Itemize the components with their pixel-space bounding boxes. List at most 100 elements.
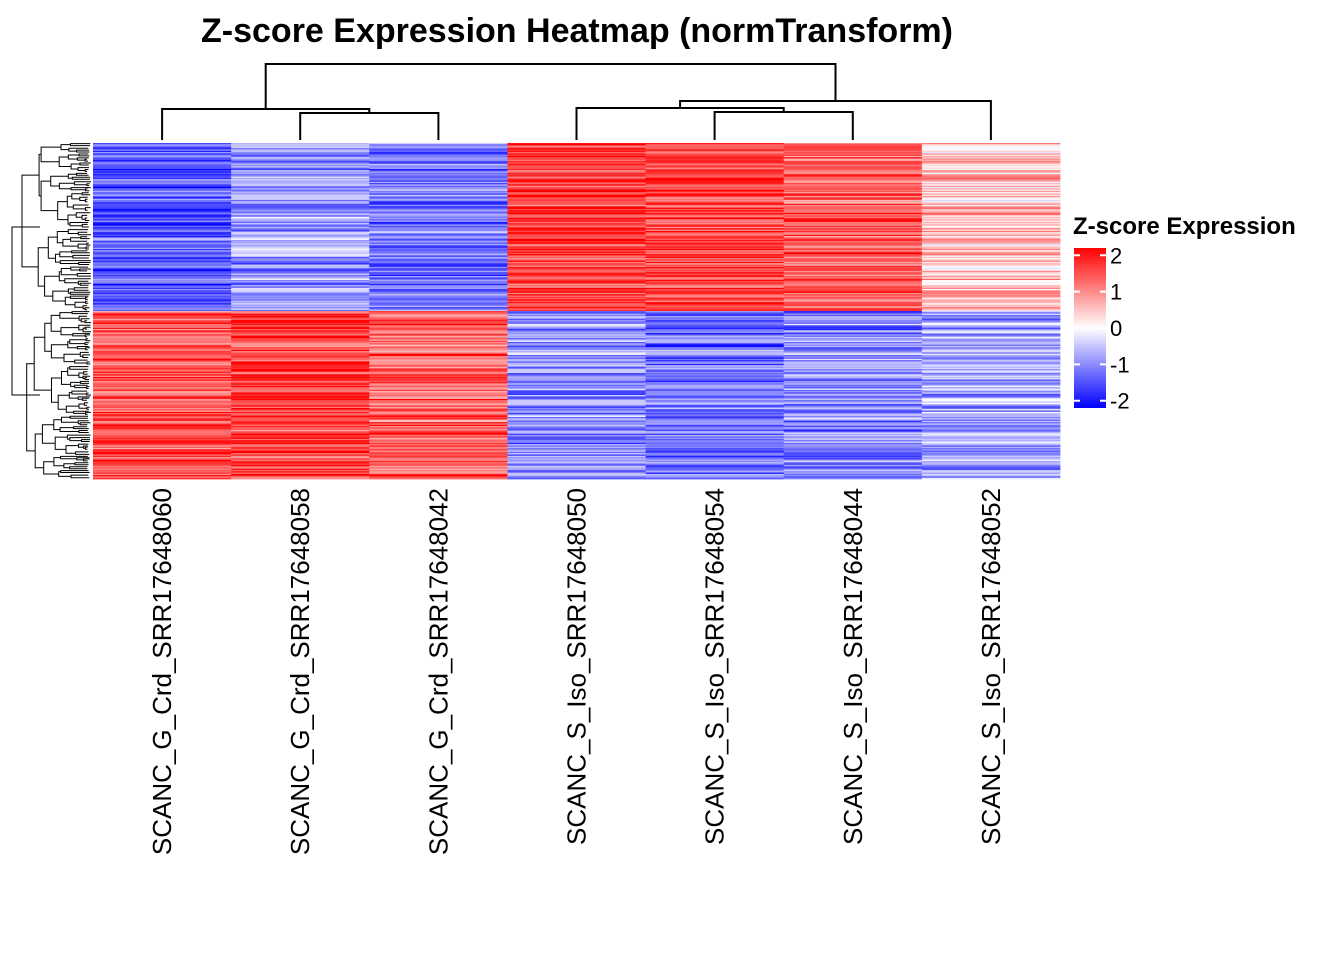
- heatmap-cell: [369, 423, 508, 426]
- heatmap-cell: [93, 367, 232, 370]
- heatmap-cell: [93, 360, 232, 362]
- heatmap-cell: [369, 330, 508, 333]
- heatmap-cell: [645, 451, 785, 454]
- heatmap-cell: [231, 419, 370, 422]
- heatmap-cell: [645, 168, 785, 171]
- heatmap-cell: [507, 216, 646, 219]
- heatmap-cell: [645, 229, 785, 232]
- heatmap-cell: [921, 233, 1061, 236]
- heatmap-cell: [93, 291, 232, 294]
- heatmap-cell: [93, 167, 232, 170]
- heatmap-cell: [231, 278, 370, 281]
- heatmap-cell: [645, 402, 785, 405]
- row-dendrogram-branch: [70, 474, 90, 479]
- heatmap-cell: [231, 347, 370, 349]
- heatmap-cell: [645, 389, 785, 392]
- heatmap-cell: [645, 352, 785, 355]
- heatmap-cell: [783, 380, 923, 383]
- heatmap-cell: [507, 143, 646, 145]
- heatmap-cell: [507, 201, 646, 203]
- heatmap-cell: [369, 357, 508, 360]
- heatmap-cell: [645, 404, 785, 406]
- heatmap-cell: [645, 426, 785, 428]
- heatmap-cell: [369, 316, 508, 318]
- heatmap-cell: [231, 385, 370, 388]
- heatmap-cell: [231, 146, 370, 149]
- heatmap-cell: [231, 365, 370, 367]
- heatmap-cell: [93, 221, 232, 224]
- heatmap-cell: [507, 415, 646, 418]
- heatmap-cell: [645, 382, 785, 384]
- heatmap-cell: [369, 406, 508, 409]
- heatmap-cell: [783, 239, 923, 242]
- heatmap-cell: [231, 398, 370, 401]
- heatmap-cell: [231, 475, 370, 477]
- heatmap-cell: [645, 274, 785, 277]
- heatmap-cell: [369, 415, 508, 418]
- heatmap-cell: [369, 251, 508, 254]
- heatmap-cell: [783, 245, 923, 247]
- heatmap-cell: [93, 261, 232, 264]
- heatmap-cell: [231, 300, 370, 303]
- heatmap-cell: [231, 361, 370, 364]
- heatmap-cell: [231, 252, 370, 255]
- heatmap-cell: [231, 409, 370, 411]
- heatmap-cell: [921, 206, 1061, 209]
- heatmap-cell: [921, 451, 1061, 454]
- heatmap-cell: [369, 398, 508, 401]
- heatmap-cell: [783, 188, 923, 190]
- heatmap-cell: [507, 347, 646, 349]
- heatmap-cell: [231, 396, 370, 398]
- heatmap-cell: [93, 468, 232, 471]
- heatmap-cell: [507, 419, 646, 422]
- heatmap-cell: [231, 376, 370, 379]
- heatmap-cell: [783, 291, 923, 294]
- heatmap-cell: [231, 161, 370, 163]
- heatmap-cell: [507, 292, 646, 295]
- heatmap-cell: [783, 304, 923, 307]
- heatmap-cell: [921, 181, 1061, 184]
- row-dendrogram-branch: [84, 169, 89, 172]
- heatmap-cell: [783, 234, 923, 237]
- heatmap-cell: [507, 261, 646, 264]
- row-dendrogram-branch: [67, 341, 78, 349]
- heatmap-cell: [645, 380, 785, 383]
- row-dendrogram-branch: [83, 402, 89, 406]
- heatmap-cell: [93, 351, 232, 353]
- heatmap-cell: [231, 358, 370, 361]
- heatmap-cell: [507, 387, 646, 389]
- heatmap-cell: [507, 233, 646, 236]
- heatmap-cell: [369, 283, 508, 286]
- row-dendrogram-branch: [69, 339, 87, 345]
- heatmap-cell: [507, 404, 646, 406]
- row-dendrogram-branch: [81, 192, 91, 196]
- heatmap-cell: [93, 206, 232, 209]
- heatmap-cell: [507, 301, 646, 304]
- heatmap-cell: [507, 424, 646, 427]
- heatmap-cell: [783, 287, 923, 290]
- row-dendrogram-branch: [58, 156, 72, 167]
- heatmap-cell: [93, 239, 232, 242]
- heatmap-cell: [783, 440, 923, 442]
- row-dendrogram-branch: [84, 158, 88, 162]
- heatmap-cell: [645, 339, 785, 342]
- heatmap-cell: [645, 252, 785, 255]
- heatmap-cell: [783, 343, 923, 345]
- heatmap-cell: [231, 391, 370, 393]
- heatmap-cell: [231, 321, 370, 324]
- heatmap-cell: [231, 211, 370, 214]
- heatmap-cell: [645, 330, 785, 333]
- heatmap-cell: [507, 413, 646, 415]
- heatmap-cell: [783, 282, 923, 285]
- heatmap-cell: [645, 463, 785, 466]
- heatmap-cell: [369, 360, 508, 362]
- heatmap-cell: [369, 332, 508, 335]
- heatmap-cell: [369, 447, 508, 450]
- heatmap-cell: [231, 322, 370, 325]
- heatmap-cell: [369, 205, 508, 207]
- heatmap-cell: [93, 279, 232, 282]
- heatmap-cell: [369, 206, 508, 209]
- heatmap-cell: [231, 205, 370, 207]
- heatmap-cell: [369, 232, 508, 234]
- heatmap-cell: [507, 269, 646, 272]
